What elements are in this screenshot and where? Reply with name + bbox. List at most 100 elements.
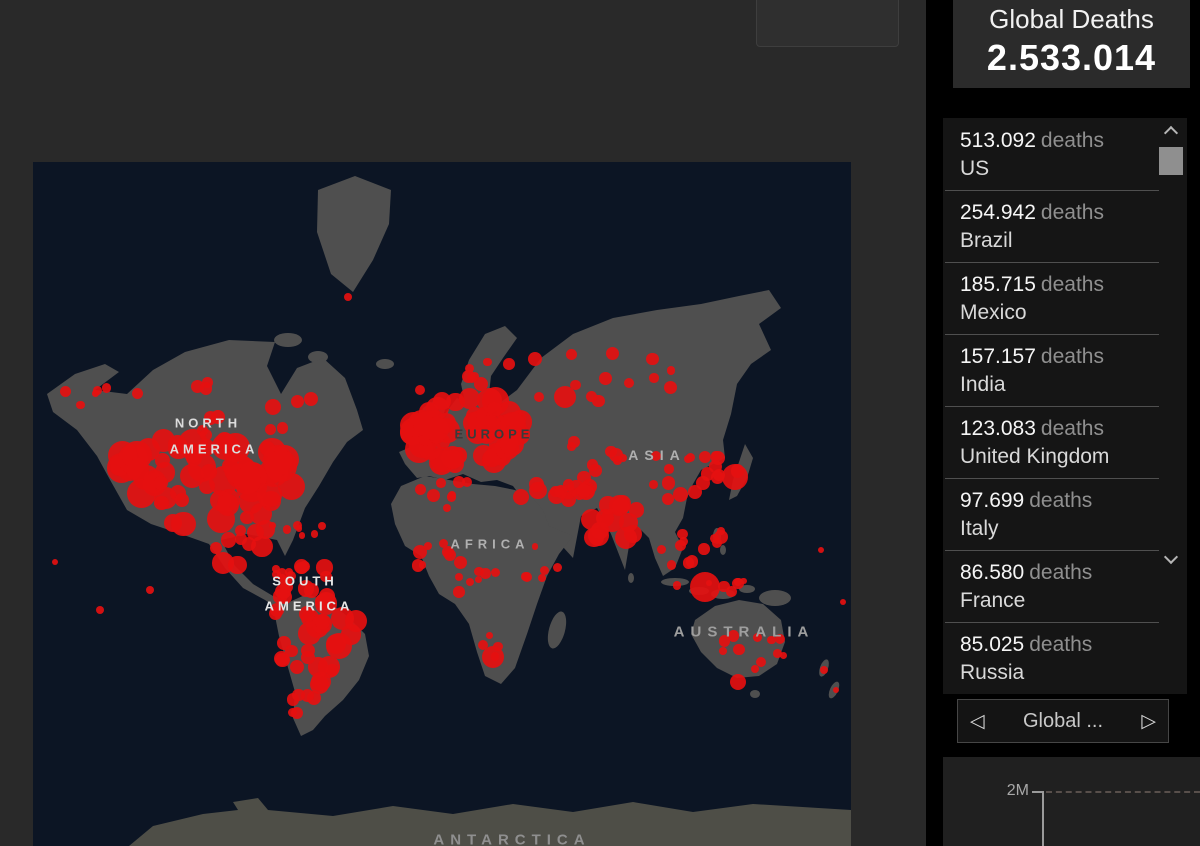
- case-dot[interactable]: [452, 475, 466, 489]
- case-dot[interactable]: [586, 390, 598, 402]
- case-dot[interactable]: [609, 447, 624, 462]
- case-dot[interactable]: [752, 633, 762, 643]
- case-dot[interactable]: [441, 545, 454, 559]
- case-dot[interactable]: [531, 543, 539, 550]
- case-dot[interactable]: [661, 492, 675, 506]
- pager-next-icon[interactable]: ▷: [1141, 710, 1156, 732]
- scrollbar-thumb[interactable]: [1159, 147, 1183, 175]
- case-dot[interactable]: [241, 536, 257, 552]
- case-dot[interactable]: [537, 573, 547, 583]
- list-item[interactable]: 185.715 deaths Mexico: [943, 262, 1187, 334]
- case-dot[interactable]: [527, 351, 542, 366]
- case-dot[interactable]: [318, 588, 336, 605]
- case-dot[interactable]: [240, 510, 254, 525]
- case-dot[interactable]: [318, 656, 340, 678]
- case-dot[interactable]: [480, 568, 491, 579]
- case-dot[interactable]: [461, 476, 473, 488]
- case-dot[interactable]: [698, 451, 711, 464]
- case-dot[interactable]: [767, 635, 776, 645]
- world-map[interactable]: NORTH AMERICA EUROPE ASIA AFRICA SOUTH A…: [33, 162, 851, 846]
- list-item[interactable]: 97.699 deaths Italy: [943, 478, 1187, 550]
- case-dot[interactable]: [666, 366, 675, 375]
- case-dot[interactable]: [344, 609, 367, 632]
- case-dot[interactable]: [483, 357, 492, 367]
- case-dot[interactable]: [265, 398, 282, 415]
- case-dot[interactable]: [310, 529, 319, 538]
- scroll-down-button[interactable]: [1158, 548, 1184, 572]
- case-dot[interactable]: [677, 528, 688, 540]
- case-dot[interactable]: [613, 494, 632, 513]
- case-dot[interactable]: [154, 475, 169, 490]
- case-dot[interactable]: [275, 583, 291, 599]
- list-item[interactable]: 254.942 deaths Brazil: [943, 190, 1187, 262]
- case-dot[interactable]: [672, 581, 682, 591]
- case-dot[interactable]: [840, 599, 846, 605]
- case-dot[interactable]: [686, 452, 696, 462]
- case-dot[interactable]: [291, 707, 304, 720]
- case-dot[interactable]: [276, 422, 289, 435]
- case-dot[interactable]: [271, 565, 280, 573]
- case-dot[interactable]: [303, 583, 319, 598]
- case-dot[interactable]: [552, 562, 562, 573]
- case-dot[interactable]: [499, 411, 526, 438]
- case-dot[interactable]: [199, 381, 213, 395]
- case-dot[interactable]: [271, 569, 281, 579]
- case-dot[interactable]: [649, 373, 659, 383]
- case-dot[interactable]: [554, 386, 576, 408]
- case-dot[interactable]: [599, 372, 613, 385]
- case-dot[interactable]: [295, 525, 302, 532]
- case-dot[interactable]: [719, 647, 727, 656]
- case-dot[interactable]: [727, 630, 740, 643]
- case-dot[interactable]: [92, 386, 102, 396]
- case-dot[interactable]: [503, 357, 515, 370]
- case-dot[interactable]: [232, 466, 261, 495]
- list-item[interactable]: 123.083 deaths United Kingdom: [943, 406, 1187, 478]
- case-dot[interactable]: [486, 632, 494, 639]
- case-dot[interactable]: [411, 559, 425, 573]
- case-dot[interactable]: [682, 557, 694, 569]
- case-dot[interactable]: [146, 586, 154, 594]
- list-item[interactable]: 85.025 deaths Russia: [943, 622, 1187, 694]
- case-dot[interactable]: [568, 435, 580, 448]
- case-dot[interactable]: [656, 545, 667, 555]
- case-dot[interactable]: [234, 525, 246, 537]
- case-dot[interactable]: [570, 379, 581, 390]
- case-dot[interactable]: [289, 659, 305, 675]
- case-dot[interactable]: [750, 664, 760, 674]
- case-dot[interactable]: [200, 463, 218, 481]
- case-dot[interactable]: [415, 385, 425, 395]
- case-dot[interactable]: [674, 539, 687, 551]
- case-dot[interactable]: [301, 650, 315, 664]
- case-dot[interactable]: [59, 385, 72, 397]
- case-dot[interactable]: [780, 652, 788, 660]
- case-dot[interactable]: [442, 504, 451, 513]
- case-dot[interactable]: [413, 545, 428, 560]
- case-dot[interactable]: [465, 363, 475, 373]
- list-item[interactable]: 513.092 deaths US: [943, 118, 1187, 190]
- case-dot[interactable]: [52, 559, 58, 565]
- case-dot[interactable]: [528, 481, 547, 500]
- case-dot[interactable]: [614, 526, 638, 550]
- case-dot[interactable]: [581, 508, 603, 531]
- case-dot[interactable]: [316, 559, 333, 576]
- case-dot[interactable]: [282, 525, 292, 534]
- case-dot[interactable]: [171, 511, 196, 537]
- case-dot[interactable]: [649, 479, 658, 489]
- case-dot[interactable]: [454, 555, 468, 569]
- case-dot[interactable]: [127, 458, 150, 481]
- case-dot[interactable]: [317, 521, 326, 530]
- case-dot[interactable]: [513, 489, 529, 505]
- case-dot[interactable]: [303, 391, 319, 407]
- case-dot[interactable]: [726, 586, 737, 597]
- case-dot[interactable]: [650, 451, 661, 462]
- pager-prev-icon[interactable]: ◁: [970, 710, 985, 732]
- case-dot[interactable]: [477, 639, 489, 651]
- case-dot[interactable]: [773, 649, 782, 659]
- case-dot[interactable]: [216, 431, 234, 449]
- case-dot[interactable]: [320, 570, 332, 582]
- case-dot[interactable]: [436, 477, 446, 488]
- case-dot[interactable]: [295, 561, 308, 575]
- case-dot[interactable]: [424, 416, 449, 442]
- list-item[interactable]: 86.580 deaths France: [943, 550, 1187, 622]
- case-dot[interactable]: [154, 495, 169, 511]
